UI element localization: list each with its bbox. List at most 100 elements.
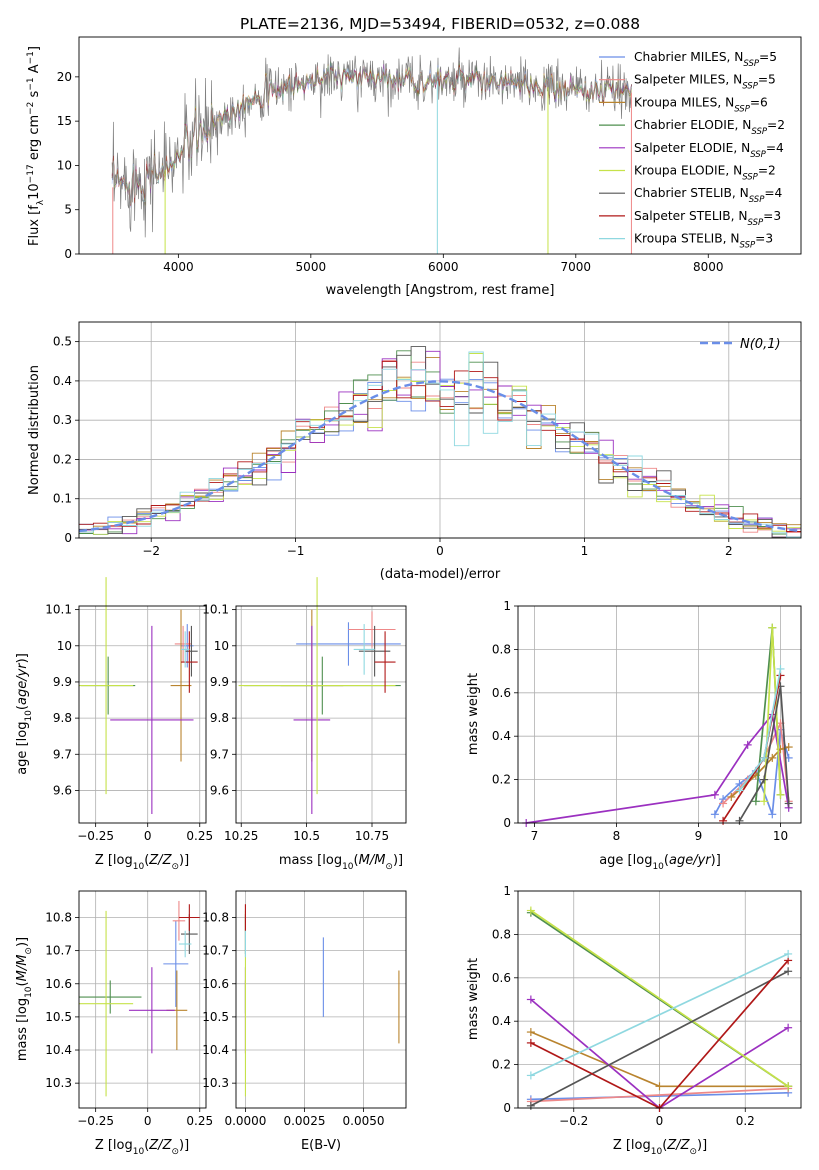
age-vs-z-point-3 <box>170 609 192 762</box>
weight-vs-z-axes: −0.2 0 0.2 0 0.2 0.4 0.6 0.8 1 <box>492 884 802 1128</box>
mass-vs-ebv-xlabel: E(B-V) <box>301 1138 341 1153</box>
weight-vs-age-ytick-label: 0.8 <box>492 642 511 656</box>
weight-vs-age-marker <box>760 753 769 762</box>
weight-vs-age-marker <box>768 753 777 762</box>
age-vs-mass-ytick-label: 9.9 <box>210 675 229 689</box>
spectrum-xtick-label: 4000 <box>163 260 194 274</box>
age-vs-z-xtick-label: −0.25 <box>77 829 114 843</box>
age-vs-mass-point-2 <box>348 611 396 648</box>
residuals-ylabel: Normed distribution <box>27 365 42 495</box>
weight-vs-age-series-5 <box>526 712 790 824</box>
weight-vs-z-series-9 <box>530 953 789 1077</box>
legend-label-2: Salpeter MILES, NSSP=5 <box>634 73 776 92</box>
residuals-ytick-label: 0.5 <box>53 335 72 349</box>
age-vs-mass-axes: 10.25 10.5 10.75 9.6 9.7 9.8 9.9 10 10.1 <box>202 577 407 843</box>
figure-title: PLATE=2136, MJD=53494, FIBERID=0532, z=0… <box>240 15 640 33</box>
weight-vs-age-ylabel: mass weight <box>466 673 481 755</box>
age-vs-mass-xtick-label: 10.5 <box>293 829 320 843</box>
weight-vs-age-ytick-label: 1 <box>503 599 511 613</box>
mass-vs-z-ytick-label: 10.7 <box>45 944 72 958</box>
legend-label-9: Kroupa STELIB, NSSP=3 <box>634 232 773 251</box>
weight-vs-age-ytick-label: 0.4 <box>492 729 511 743</box>
age-vs-mass-point-9 <box>353 624 375 675</box>
mass-vs-z-point-1 <box>163 920 189 1007</box>
mass-vs-z-axes: −0.25 0 0.25 10.3 10.4 10.5 10.6 10.7 10.8 <box>45 890 213 1128</box>
weight-vs-age-marker <box>776 790 785 799</box>
age-vs-z-xlabel: Z [log10(Z/Z⊙)] <box>95 853 189 872</box>
age-vs-z-point-2 <box>174 625 192 663</box>
weight-vs-age-series-7 <box>738 686 790 822</box>
age-vs-mass-ytick-label: 10.1 <box>202 603 229 617</box>
weight-vs-z-ytick-label: 1 <box>503 884 511 898</box>
residuals-ytick-label: 0 <box>64 531 72 545</box>
residuals-xtick-label: 2 <box>725 544 733 558</box>
age-vs-z-point-7 <box>185 625 198 677</box>
mass-vs-ebv-ytick-label: 10.4 <box>202 1043 229 1057</box>
age-vs-mass-frame <box>235 605 407 824</box>
age-vs-mass-point-8 <box>374 631 396 693</box>
age-vs-mass-ytick-label: 9.7 <box>210 747 229 761</box>
weight-vs-z-marker <box>655 1082 664 1091</box>
mass-vs-z-xlabel: Z [log10(Z/Z⊙)] <box>95 1138 189 1157</box>
age-vs-mass-xlabel: mass [log10(M/M⊙)] <box>279 853 403 872</box>
weight-vs-age-marker <box>735 786 744 795</box>
weight-vs-z-marker <box>784 967 793 976</box>
age-vs-mass-point-6 <box>238 577 396 795</box>
residuals-ytick-label: 0.4 <box>53 374 72 388</box>
mass-vs-z-xtick-label: 0.25 <box>186 1114 213 1128</box>
spectrum-data-line <box>111 47 632 238</box>
age-vs-mass-xtick-label: 10.75 <box>355 829 389 843</box>
weight-vs-age-marker <box>751 797 760 806</box>
age-vs-z-ytick-label: 9.9 <box>53 675 72 689</box>
spectrum-ytick-label: 20 <box>57 70 72 84</box>
mass-vs-ebv-frame <box>235 890 407 1109</box>
age-vs-z-point-6 <box>79 577 134 795</box>
age-vs-z-ytick-label: 10.1 <box>45 603 72 617</box>
weight-vs-z-ytick-label: 0.4 <box>492 1014 511 1028</box>
residuals-xtick-label: −2 <box>142 544 160 558</box>
weight-vs-age-marker <box>768 810 777 819</box>
age-vs-mass-xtick-label: 10.25 <box>224 829 258 843</box>
normal-reference-curve <box>78 380 802 533</box>
weight-vs-z-series-2 <box>530 1087 789 1103</box>
spectrum-xlabel: wavelength [Angstrom, rest frame] <box>326 283 555 298</box>
residuals-axes: −2 −1 0 1 2 0 0.1 0.2 0.3 0.4 0.5 N(0,1) <box>53 321 802 558</box>
age-vs-z-ytick-label: 9.7 <box>53 747 72 761</box>
weight-vs-z-series-7 <box>530 970 789 1107</box>
weight-vs-z-ytick-label: 0.2 <box>492 1058 511 1072</box>
weight-vs-age-xtick-label: 7 <box>531 829 539 843</box>
mass-vs-z-point-5 <box>128 967 175 1054</box>
age-vs-mass-point-5 <box>293 625 331 814</box>
weight-vs-age-marker <box>760 775 769 784</box>
mass-vs-z-ytick-label: 10.6 <box>45 977 72 991</box>
weight-vs-z-xlabel: Z [log10(Z/Z⊙)] <box>613 1138 707 1157</box>
weight-vs-age-marker <box>710 790 719 799</box>
spectrum-model-line-9 <box>111 65 632 205</box>
weight-vs-age-marker <box>727 792 736 801</box>
spectrum-ylabel: Flux [fλ10−17 erg cm−2 s−1 A−1] <box>26 46 46 246</box>
legend-label-3: Kroupa MILES, NSSP=6 <box>634 95 768 114</box>
residual-histogram-5 <box>79 350 801 538</box>
age-vs-z-point-5 <box>110 625 194 814</box>
mass-vs-z-point-8 <box>178 904 200 931</box>
weight-vs-age-marker <box>735 816 744 825</box>
weight-vs-age-marker <box>710 810 719 819</box>
spectrum-xtick-label: 5000 <box>296 260 327 274</box>
weight-vs-z-marker <box>784 1082 793 1091</box>
mass-vs-z-ytick-label: 10.5 <box>45 1010 72 1024</box>
age-vs-z-ylabel: age [log10(age/yr)] <box>15 653 34 775</box>
mass-vs-ebv-axes: 0.0000 0.0025 0.0050 10.3 10.4 10.5 10.6 10.7 10… <box>202 890 407 1128</box>
weight-vs-z-marker <box>784 1023 793 1032</box>
weight-vs-age-ytick-label: 0 <box>503 816 511 830</box>
mass-vs-z-point-6 <box>79 910 134 1097</box>
mass-vs-z-point-4 <box>79 980 142 1014</box>
weight-vs-z-ytick-label: 0.6 <box>492 971 511 985</box>
weight-vs-age-xlabel: age [log10(age/yr)] <box>599 853 721 872</box>
weight-vs-age-marker <box>760 797 769 806</box>
residuals-frame <box>78 321 802 539</box>
spectrum-ytick-label: 0 <box>64 247 72 261</box>
mass-vs-z-xtick-label: 0 <box>144 1114 152 1128</box>
legend-label-1: Chabrier MILES, NSSP=5 <box>634 50 777 69</box>
mass-vs-z-point-9 <box>178 930 192 958</box>
weight-vs-z-marker <box>784 949 793 958</box>
